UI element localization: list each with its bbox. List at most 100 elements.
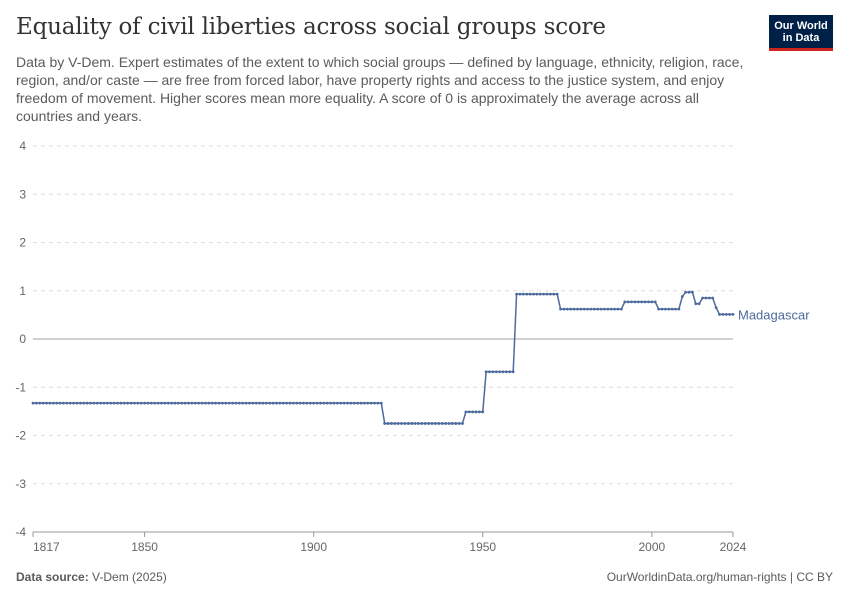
data-point	[423, 422, 427, 425]
data-point	[68, 401, 72, 405]
y-tick-label: 2	[19, 236, 26, 250]
data-point	[613, 307, 617, 311]
data-point	[467, 410, 471, 414]
data-point	[406, 422, 410, 425]
data-point	[491, 370, 495, 374]
data-point	[494, 370, 498, 374]
data-point	[190, 401, 194, 405]
data-point	[200, 401, 204, 405]
data-point	[592, 307, 596, 311]
data-point	[694, 302, 698, 306]
data-point	[701, 296, 704, 300]
data-point	[319, 401, 322, 405]
data-point	[542, 292, 546, 296]
data-point	[582, 307, 586, 311]
data-point	[295, 401, 299, 405]
data-point	[505, 370, 508, 374]
series-layer: Madagascar	[31, 290, 810, 425]
data-point	[687, 290, 691, 294]
data-point	[163, 401, 167, 405]
data-point	[109, 401, 113, 405]
data-point	[511, 370, 515, 374]
axis-layer: 4 3 2 1 0 -1 -2 -3 -4 1817 1850 1900 1950 2000 2024	[15, 139, 746, 554]
data-point	[254, 401, 258, 405]
data-point	[356, 401, 360, 405]
data-point	[471, 410, 475, 414]
data-point	[139, 401, 143, 405]
data-point	[650, 300, 654, 304]
data-source-link[interactable]: V-Dem (2025)	[92, 570, 167, 584]
data-point	[697, 302, 701, 306]
logo-line-1: Our World	[774, 19, 828, 32]
data-point	[400, 422, 403, 425]
data-point	[663, 307, 667, 311]
series-line-madagascar	[33, 291, 733, 425]
data-point	[633, 300, 637, 304]
data-point	[657, 307, 660, 311]
data-point	[302, 401, 305, 405]
data-point	[447, 422, 451, 425]
data-source: Data source: V-Dem (2025)	[16, 570, 167, 584]
data-point	[143, 401, 146, 405]
data-point	[197, 401, 201, 405]
data-point	[258, 401, 261, 405]
data-point	[312, 401, 316, 405]
data-point	[363, 401, 366, 405]
data-point	[518, 292, 522, 296]
data-point	[532, 292, 535, 296]
data-point	[325, 401, 329, 405]
data-point	[41, 401, 45, 405]
data-point	[403, 422, 407, 425]
data-point	[444, 422, 447, 425]
data-point	[603, 307, 606, 311]
data-point	[488, 370, 491, 374]
data-point	[586, 307, 589, 311]
owid-logo[interactable]: Our World in Data	[769, 15, 833, 51]
data-point	[474, 410, 478, 414]
data-point	[508, 370, 512, 374]
data-point	[153, 401, 157, 405]
data-point	[187, 401, 190, 405]
data-point	[410, 422, 414, 425]
data-point	[51, 401, 55, 405]
data-point	[82, 401, 86, 405]
data-point	[450, 422, 454, 425]
data-point	[430, 422, 434, 425]
data-point	[65, 401, 69, 405]
data-point	[126, 401, 130, 405]
data-point	[72, 401, 75, 405]
y-tick-label: -3	[15, 477, 26, 491]
data-point	[454, 422, 458, 425]
data-point	[102, 401, 106, 405]
data-point	[89, 401, 92, 405]
chart-title: Equality of civil liberties across socia…	[16, 14, 606, 40]
data-point	[379, 401, 383, 405]
data-point	[714, 306, 718, 310]
data-point	[136, 401, 140, 405]
data-point	[576, 307, 579, 311]
data-point	[342, 401, 346, 405]
data-point	[156, 401, 160, 405]
data-point	[620, 307, 623, 311]
data-point	[417, 422, 420, 425]
data-point	[146, 401, 150, 405]
data-point	[99, 401, 103, 405]
y-tick-label: -4	[15, 525, 26, 539]
data-point	[31, 401, 35, 405]
x-tick-label: 1850	[131, 540, 158, 554]
data-point	[204, 401, 207, 405]
credit-link[interactable]: OurWorldinData.org/human-rights | CC BY	[606, 570, 833, 584]
data-point	[548, 292, 552, 296]
y-tick-label: 4	[19, 139, 26, 153]
data-point	[305, 401, 309, 405]
data-point	[390, 422, 393, 425]
data-point	[667, 307, 671, 311]
data-point	[521, 292, 525, 296]
data-point	[464, 410, 468, 414]
data-point	[106, 401, 109, 405]
data-point	[589, 307, 593, 311]
data-point	[281, 401, 285, 405]
data-point	[461, 422, 464, 425]
data-source-label: Data source:	[16, 570, 89, 584]
data-point	[545, 292, 549, 296]
